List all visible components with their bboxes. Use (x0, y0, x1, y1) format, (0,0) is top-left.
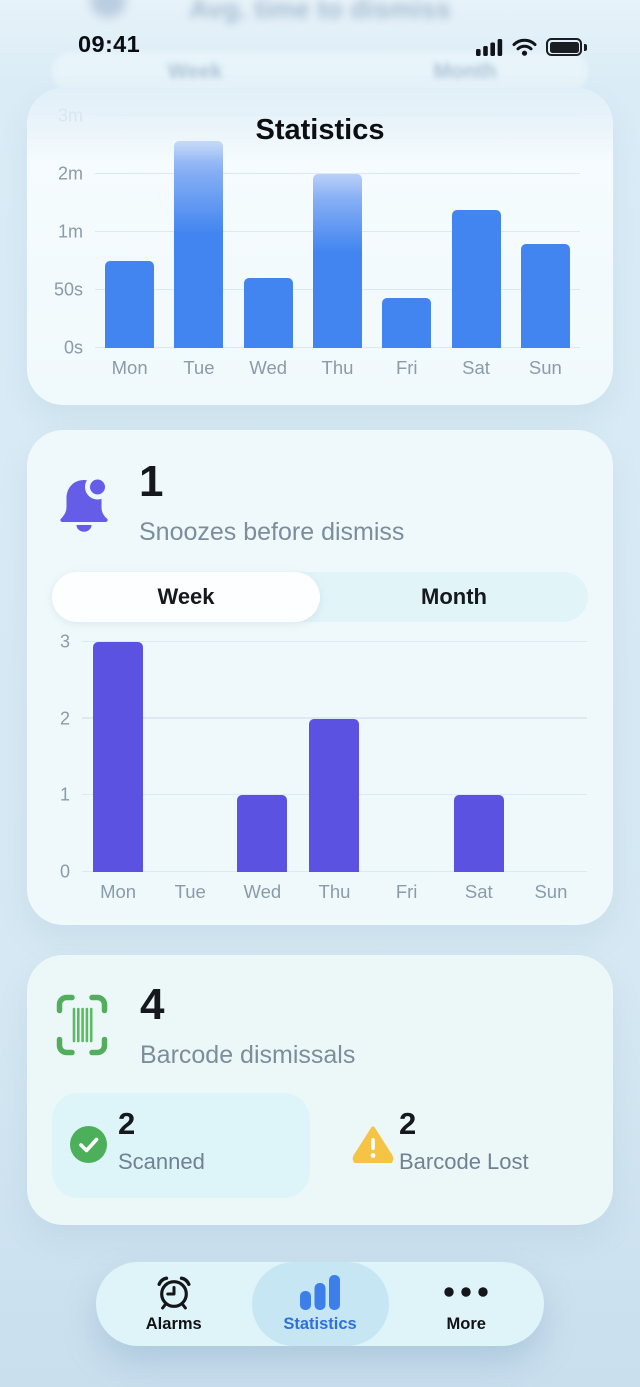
y-tick-label: 0 (59, 861, 70, 882)
blurred-segmented-control (52, 52, 588, 92)
check-circle-icon (70, 1126, 107, 1163)
bar-slot-Mon (82, 642, 154, 872)
lost-value: 2 (399, 1106, 417, 1141)
clock-time: 09:41 (78, 31, 141, 57)
bar-slot-Sat (443, 795, 515, 872)
barcode-card: 4 Barcode dismissals 2 Scanned 2 Barcode… (27, 955, 613, 1225)
barcode-value: 4 (140, 980, 165, 1029)
x-tick-label: Mon (100, 881, 137, 902)
barcode-scan-icon (56, 994, 108, 1056)
lost-label: Barcode Lost (399, 1149, 529, 1174)
scanned-tile: 2 Scanned (52, 1093, 310, 1198)
x-tick-label: Fri (395, 357, 418, 378)
snoozes-card: 1 Snoozes before dismiss Week Month 0 1 2 3… (27, 430, 613, 925)
x-tick-label: Sun (534, 881, 568, 902)
x-tick-label: Thu (318, 881, 351, 902)
y-tick-label: 3 (59, 631, 70, 652)
tab-alarms-label: Alarms (145, 1315, 202, 1333)
y-tick-label: 1 (59, 784, 70, 805)
snoozes-chart: 0 1 2 3 Mon Tue Wed Thu Fri Sat Sun (60, 632, 587, 902)
avg-time-chart: 0s 50s 1m 2m 3m Mon Tue Wed Thu Fri Sat Sun (54, 106, 580, 378)
x-tick-label: Thu (321, 357, 354, 378)
blurred-bell-icon (90, 0, 126, 18)
bar-Thu (309, 719, 360, 872)
bar-Tue (174, 141, 224, 348)
tab-bar: Alarms Statistics More (96, 1262, 544, 1346)
more-dots-icon (444, 1287, 488, 1297)
grid-line (82, 640, 587, 642)
blurred-tab-week: Week (167, 60, 223, 83)
x-tick-label: Tue (174, 881, 206, 902)
bar-slot-Thu (303, 174, 372, 348)
x-tick-label: Sun (528, 357, 562, 378)
x-tick-label: Tue (183, 357, 215, 378)
bar-slot-Sun (511, 244, 580, 348)
y-tick-label: 1m (57, 221, 83, 242)
tab-more[interactable]: More (389, 1262, 545, 1346)
segment-month[interactable]: Month (421, 584, 487, 609)
grid-line (95, 172, 580, 174)
x-tick-label: Mon (111, 357, 148, 378)
y-tick-label: 0s (63, 337, 83, 358)
blurred-tab-month: Month (433, 60, 497, 83)
bar-slot-Wed (226, 795, 298, 872)
y-tick-label: 2 (59, 708, 70, 729)
snoozes-value: 1 (139, 457, 164, 506)
alarm-clock-icon (157, 1276, 191, 1310)
x-tick-label: Wed (249, 357, 288, 378)
scanned-value: 2 (118, 1106, 136, 1141)
y-tick-label: 2m (57, 163, 83, 184)
bar-chart-icon (300, 1275, 340, 1310)
barcode-lost-group: 2 Barcode Lost (352, 1093, 588, 1198)
bar-Thu (312, 174, 362, 348)
bar-Fri (382, 298, 432, 348)
snoozes-label: Snoozes before dismiss (139, 518, 405, 546)
grid-line (82, 717, 587, 719)
bar-Mon (105, 261, 155, 348)
battery-icon (546, 38, 587, 56)
scanned-label: Scanned (118, 1149, 205, 1174)
bar-Wed (243, 278, 293, 348)
bar-Mon (93, 642, 144, 872)
bar-slot-Thu (298, 719, 370, 872)
x-tick-label: Fri (395, 881, 418, 902)
segment-week[interactable]: Week (52, 572, 320, 622)
wifi-icon (512, 38, 537, 56)
bar-slot-Wed (234, 278, 303, 348)
barcode-label: Barcode dismissals (140, 1041, 356, 1069)
warning-icon (352, 1126, 394, 1163)
avg-time-card: 0s 50s 1m 2m 3m Mon Tue Wed Thu Fri Sat Sun (27, 88, 613, 405)
bell-icon (60, 474, 110, 532)
bar-slot-Fri (372, 298, 441, 348)
bar-Sat (451, 210, 501, 348)
grid-line (95, 114, 580, 116)
bar-Sat (453, 795, 504, 872)
y-tick-label: 50s (53, 279, 83, 300)
cellular-signal-icon (476, 39, 503, 56)
page-title: Statistics (255, 114, 385, 146)
x-tick-label: Sat (462, 357, 490, 378)
bar-slot-Sat (441, 210, 510, 348)
bar-Sun (520, 244, 570, 348)
tab-statistics-label: Statistics (283, 1315, 357, 1333)
tab-more-label: More (446, 1315, 486, 1333)
y-tick-label: 3m (57, 105, 83, 126)
period-segmented-control: Week Month (52, 572, 588, 622)
bar-Wed (237, 795, 288, 872)
bar-slot-Mon (95, 261, 164, 348)
bar-slot-Tue (164, 141, 233, 348)
x-tick-label: Wed (243, 881, 282, 902)
tab-statistics[interactable]: Statistics (251, 1262, 389, 1346)
tab-alarms[interactable]: Alarms (96, 1262, 252, 1346)
x-tick-label: Sat (464, 881, 493, 902)
blurred-card-title: Avg. time to dismiss (189, 0, 451, 24)
status-bar: 09:41 (0, 0, 640, 70)
